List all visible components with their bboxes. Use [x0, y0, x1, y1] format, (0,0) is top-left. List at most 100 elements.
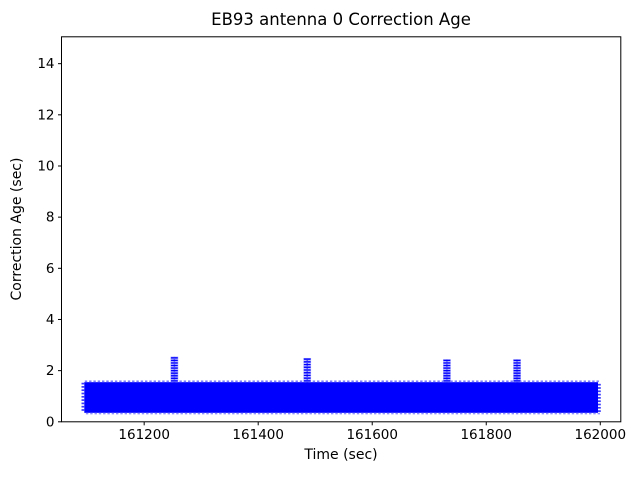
band-bottom-marker-tip [288, 412, 291, 415]
band-bottom-marker-tip [326, 412, 330, 415]
band-top-marker-tip [454, 380, 458, 383]
band-top-marker-tip [394, 380, 397, 383]
x-tick-label: 161600 [346, 427, 398, 443]
band-bottom-marker-tip [378, 412, 381, 415]
y-tick-label: 12 [37, 107, 54, 123]
band-top-marker-tip [106, 380, 109, 383]
x-tick-label: 161800 [460, 427, 512, 443]
band-bottom-marker-tip [146, 412, 149, 415]
band-bottom-marker-tip [98, 412, 102, 415]
band-top-marker-tip [274, 380, 277, 383]
band-bottom-marker-tip [451, 412, 454, 415]
band-right-marker-tip [597, 403, 601, 406]
band-left-marker-tip [81, 402, 85, 405]
band-bottom-marker-tip [184, 412, 188, 415]
band-right-marker-tip [597, 397, 601, 399]
spike-marker [513, 366, 521, 370]
spike-marker [303, 366, 312, 369]
band-top-marker-tip [433, 380, 436, 383]
band-bottom-marker-tip [429, 412, 433, 415]
band-bottom-marker-tip [210, 412, 214, 415]
spike-marker [303, 379, 312, 383]
band-top-marker-tip [123, 380, 126, 383]
band-bottom-marker-tip [313, 412, 317, 415]
spike-marker [513, 359, 521, 362]
band-bottom-marker-tip [339, 412, 343, 415]
spike-marker [303, 360, 312, 363]
spike-marker [513, 361, 521, 365]
band-bottom-marker-tip [404, 412, 407, 415]
band-bottom-marker-tip [275, 412, 278, 415]
band-top-marker-tip [570, 380, 574, 383]
band-bottom-marker-tip [266, 412, 269, 415]
band-top-marker-tip [484, 380, 488, 383]
band-bottom-marker-tip [503, 412, 506, 415]
band-top-marker-tip [390, 380, 393, 383]
band-bottom-marker-tip [343, 412, 347, 415]
band-bottom-marker-tip [421, 412, 424, 415]
band-bottom-marker-tip [154, 412, 158, 415]
chart-layer: 161200 161400 161600 161800 162000 0 2 4 6 8 10 12 1… [37, 36, 627, 443]
band-top-marker-tip [355, 380, 359, 383]
y-tick-label: 2 [46, 363, 55, 379]
spike-marker [170, 374, 179, 377]
spike-marker [303, 363, 312, 366]
band-top-marker-tip [557, 380, 561, 383]
band-bottom-marker-tip [227, 412, 231, 415]
band-top-marker-tip [364, 380, 367, 383]
band-bottom-marker-tip [597, 412, 601, 415]
band-left-marker-tip [81, 382, 85, 385]
band-bottom-marker-tip [382, 412, 386, 415]
band-top-marker-tip [114, 380, 118, 383]
band-left-marker-tip [81, 399, 85, 401]
band-bottom-marker-tip [528, 412, 532, 415]
band-top-marker-tip [136, 380, 139, 383]
band-top-marker-tip [226, 380, 230, 383]
band-bottom-marker-tip [167, 412, 171, 415]
band-top-marker-tip [166, 380, 169, 383]
band-bottom-marker-tip [318, 412, 321, 415]
band-right-marker-tip [597, 390, 601, 393]
spike-marker [513, 379, 521, 383]
band-left-marker-tip [81, 409, 85, 411]
band-top-marker-tip [596, 380, 599, 383]
band-bottom-marker-tip [292, 412, 295, 415]
band-top-marker-tip [239, 380, 243, 383]
band-bottom-marker-tip [550, 412, 553, 415]
band-bottom-marker-tip [365, 412, 368, 415]
band-top-marker-tip [428, 380, 432, 383]
band-bottom-marker-tip [322, 412, 325, 415]
band-bottom-marker-tip [386, 412, 390, 415]
y-tick-label: 4 [46, 312, 55, 328]
band-top-marker-tip [102, 380, 105, 383]
band-bottom-marker-tip [270, 412, 274, 415]
band-bottom-marker-tip [309, 412, 312, 415]
x-tick-label: 161200 [118, 427, 170, 443]
x-tick-label: 162000 [575, 427, 627, 443]
band-bottom-marker-tip [524, 412, 527, 415]
spike-marker [170, 356, 179, 359]
band-top-marker-tip [269, 380, 273, 383]
band-bottom-marker-tip [150, 412, 153, 415]
band-bottom-marker-tip [348, 412, 351, 415]
band-bottom-marker-tip [356, 412, 360, 415]
band-bottom-marker-tip [485, 412, 489, 415]
band-right-marker-tip [597, 406, 601, 409]
band-bottom-marker-tip [369, 412, 373, 415]
band-top-marker-tip [282, 380, 286, 383]
band-top-marker-tip [317, 380, 320, 383]
band-bottom-marker-tip [417, 412, 420, 415]
band-bottom-marker-tip [305, 412, 308, 415]
band-bottom-marker-tip [283, 412, 287, 415]
band-top-marker-tip [347, 380, 350, 383]
band-top-marker-tip [411, 380, 415, 383]
band-bottom-marker-tip [85, 412, 89, 415]
band-bottom-marker-tip [593, 412, 596, 415]
band-top-marker-tip [467, 380, 470, 383]
band-top-marker-tip [544, 380, 548, 383]
y-tick-label: 6 [46, 261, 55, 277]
band-top-marker-tip [291, 380, 294, 383]
band-bottom-marker-tip [442, 412, 446, 415]
spike-marker [170, 359, 179, 362]
